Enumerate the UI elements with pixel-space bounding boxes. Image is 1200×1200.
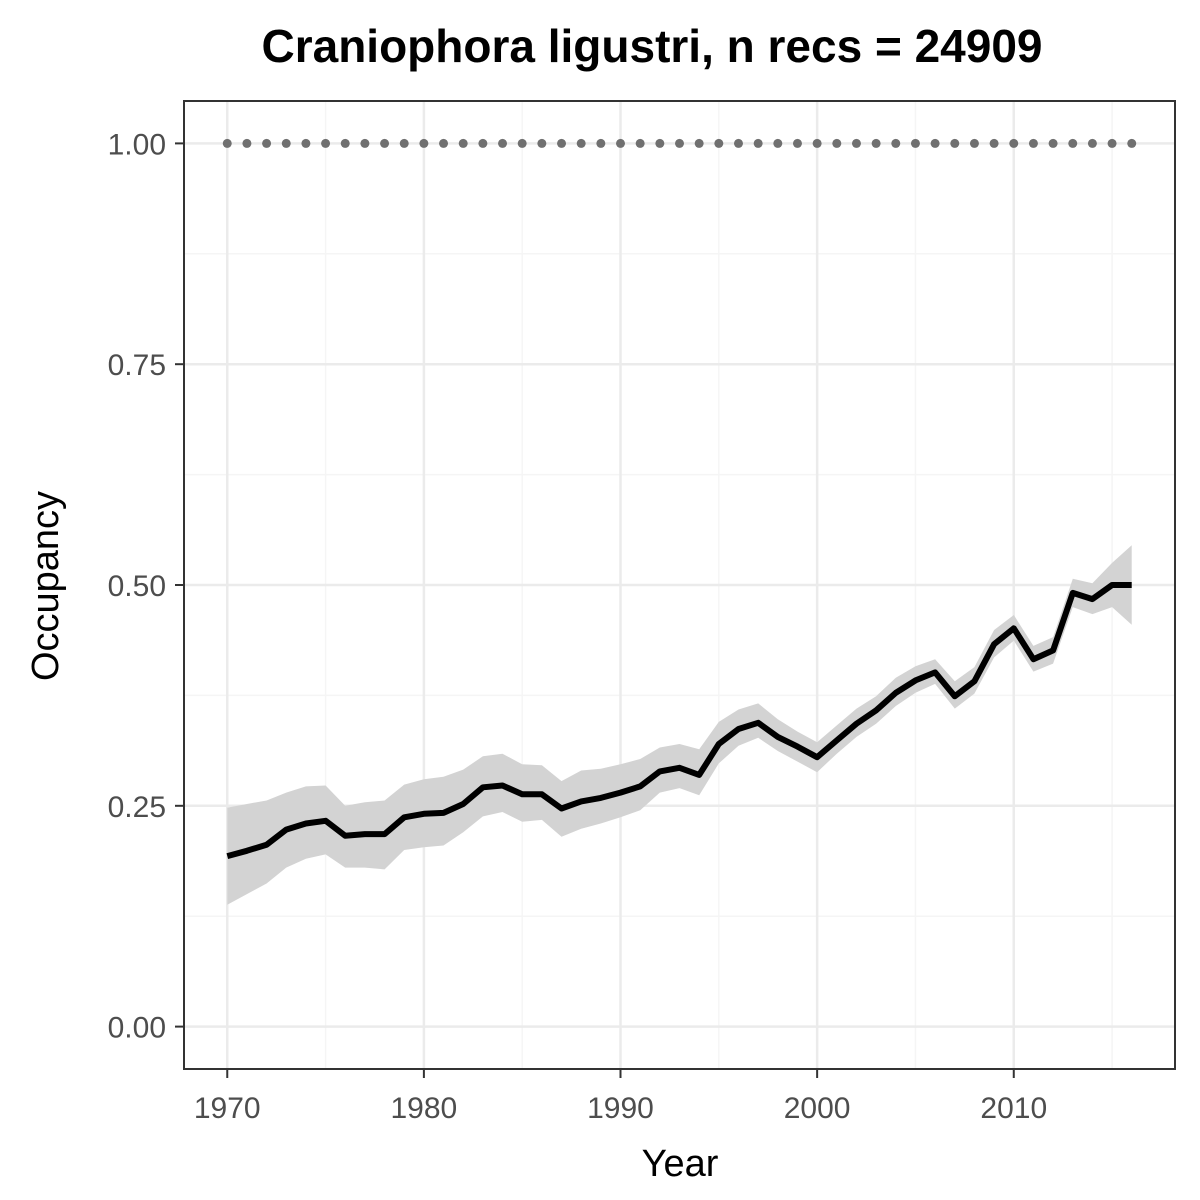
x-tick-label: 2010: [980, 1092, 1047, 1125]
y-axis: 0.00 0.25 0.50 0.75 1.00: [108, 128, 184, 1045]
reference-point: [1028, 138, 1038, 148]
reference-point: [969, 138, 979, 148]
reference-point: [576, 138, 586, 148]
reference-point: [1068, 138, 1078, 148]
y-tick-label: 0.25: [108, 791, 166, 824]
y-tick-label: 0.75: [108, 349, 166, 382]
reference-point: [1087, 138, 1097, 148]
occupancy-line: [226, 582, 1132, 859]
reference-point: [891, 138, 901, 148]
chart-title: Craniophora ligustri, n recs = 24909: [261, 20, 1042, 72]
major-gridlines: [184, 101, 1175, 1069]
y-tick-label: 1.00: [108, 128, 166, 161]
reference-point: [773, 138, 783, 148]
reference-point: [714, 138, 724, 148]
reference-point: [498, 138, 508, 148]
reference-point: [733, 138, 743, 148]
x-tick-label: 2000: [784, 1092, 851, 1125]
reference-point: [635, 138, 645, 148]
reference-point: [616, 138, 626, 148]
reference-point: [517, 138, 527, 148]
reference-point: [242, 138, 252, 148]
reference-point: [655, 138, 665, 148]
x-tick-label: 1980: [391, 1092, 458, 1125]
reference-point: [262, 138, 272, 148]
y-tick-label: 0.50: [108, 570, 166, 603]
reference-point: [537, 138, 547, 148]
reference-point: [380, 138, 390, 148]
reference-point: [340, 138, 350, 148]
reference-point: [478, 138, 488, 148]
reference-point: [399, 138, 409, 148]
reference-point: [753, 138, 763, 148]
reference-dots: [222, 138, 1137, 148]
reference-point: [1127, 138, 1137, 148]
reference-point: [301, 138, 311, 148]
reference-point: [694, 138, 704, 148]
reference-point: [1107, 138, 1117, 148]
reference-point: [1009, 138, 1019, 148]
reference-point: [439, 138, 449, 148]
reference-point: [930, 138, 940, 148]
reference-point: [950, 138, 960, 148]
reference-point: [851, 138, 861, 148]
reference-point: [675, 138, 684, 148]
reference-point: [812, 138, 822, 148]
reference-point: [419, 138, 429, 148]
y-tick-label: 0.00: [108, 1012, 166, 1045]
reference-point: [871, 138, 881, 148]
reference-point: [792, 138, 802, 148]
reference-point: [989, 138, 999, 148]
x-axis-label: Year: [642, 1143, 719, 1185]
confidence-band: [227, 545, 1132, 905]
reference-point: [596, 138, 606, 148]
x-axis: 1970 1980 1990 2000 2010: [194, 1069, 1047, 1125]
reference-point: [1048, 138, 1058, 148]
reference-point: [321, 138, 331, 148]
x-tick-label: 1970: [194, 1092, 261, 1125]
reference-point: [222, 138, 232, 148]
reference-point: [458, 138, 468, 148]
y-axis-label: Occupancy: [25, 491, 67, 681]
reference-point: [360, 138, 370, 148]
reference-point: [281, 138, 291, 148]
reference-point: [910, 138, 920, 148]
x-tick-label: 1990: [587, 1092, 654, 1125]
reference-point: [557, 138, 567, 148]
reference-point: [832, 138, 842, 148]
